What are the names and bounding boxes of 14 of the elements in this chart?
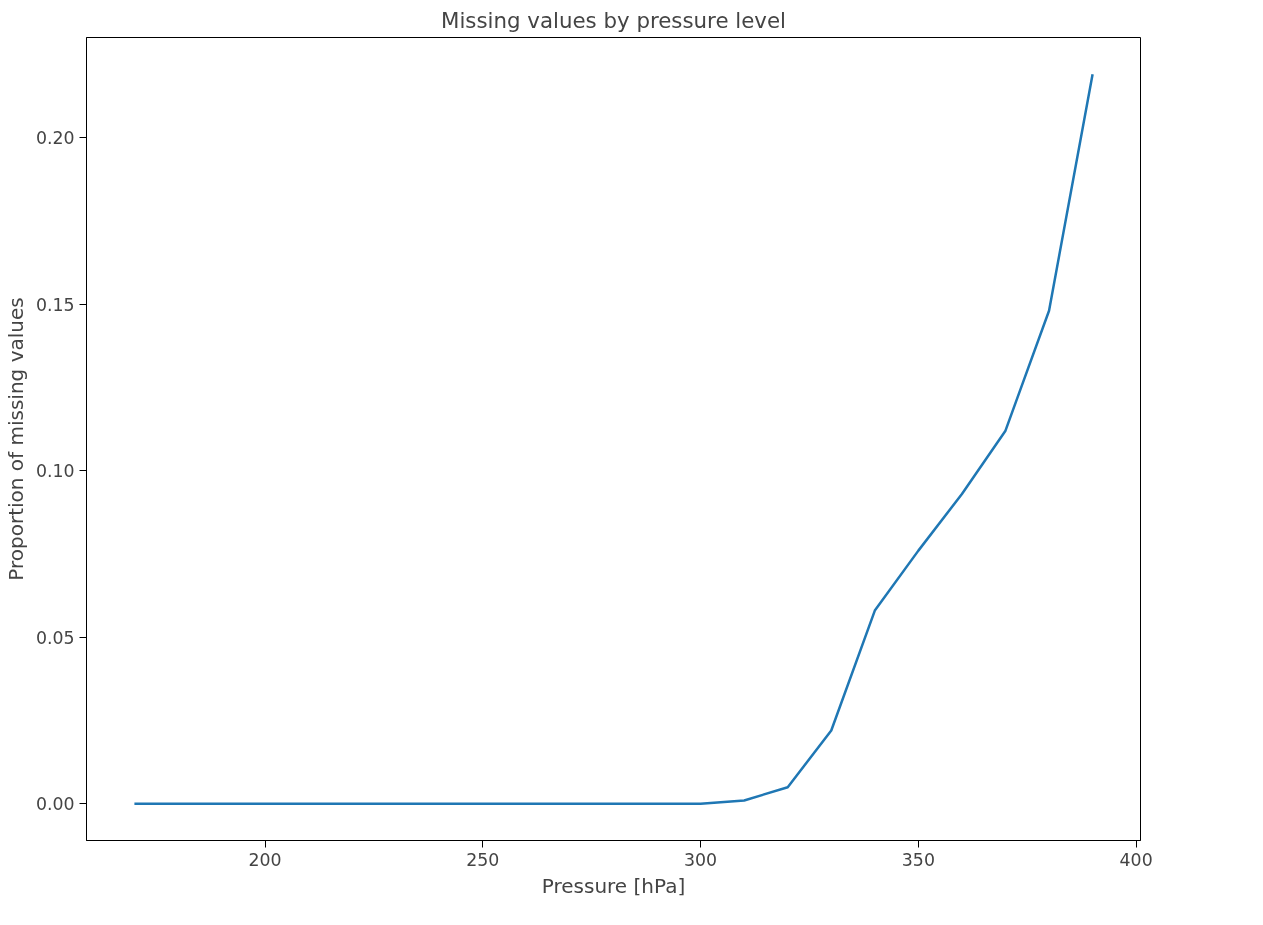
x-tick-label: 400 (1119, 849, 1153, 870)
x-axis-title: Pressure [hPa] (541, 873, 686, 898)
x-tick-label: 300 (684, 849, 718, 870)
chart-title: Missing values by pressure level (440, 7, 787, 33)
x-tick-label: 200 (248, 849, 282, 870)
x-tick-label: 350 (901, 849, 935, 870)
y-tick-label: 0.15 (35, 294, 75, 315)
y-axis-title: Proportion of missing values (3, 297, 28, 581)
y-tick-label: 0.10 (35, 461, 75, 482)
y-tick-label: 0.00 (35, 794, 75, 815)
y-tick-label: 0.05 (35, 627, 75, 648)
y-tick-label: 0.20 (35, 127, 75, 148)
x-tick-label: 250 (466, 849, 500, 870)
line-series (133, 72, 1094, 806)
